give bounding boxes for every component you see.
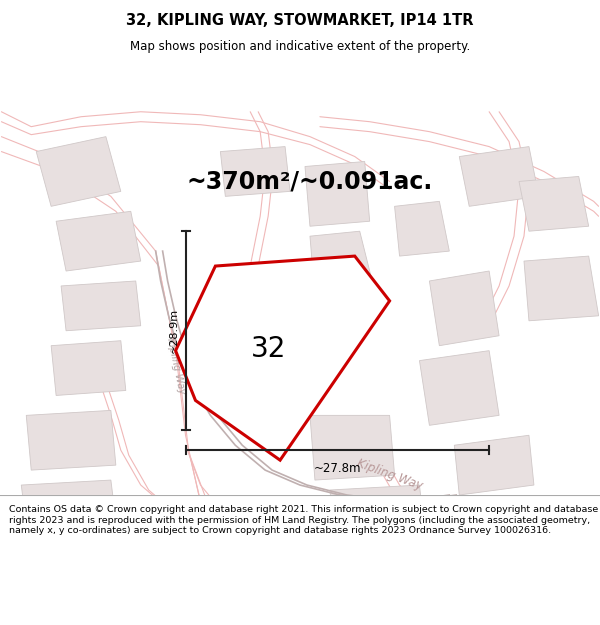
Text: Contains OS data © Crown copyright and database right 2021. This information is : Contains OS data © Crown copyright and d… bbox=[9, 506, 598, 535]
Polygon shape bbox=[220, 147, 290, 196]
Polygon shape bbox=[305, 161, 370, 226]
Text: 32, KIPLING WAY, STOWMARKET, IP14 1TR: 32, KIPLING WAY, STOWMARKET, IP14 1TR bbox=[126, 12, 474, 28]
Text: ~370m²/~0.091ac.: ~370m²/~0.091ac. bbox=[187, 169, 433, 193]
Polygon shape bbox=[21, 480, 116, 525]
Polygon shape bbox=[430, 271, 499, 346]
Text: Kipling Way: Kipling Way bbox=[165, 336, 187, 394]
Polygon shape bbox=[524, 256, 599, 321]
Polygon shape bbox=[454, 435, 534, 495]
Polygon shape bbox=[56, 211, 141, 271]
Polygon shape bbox=[176, 256, 389, 460]
Text: Kipling Way: Kipling Way bbox=[355, 457, 424, 493]
Polygon shape bbox=[459, 147, 539, 206]
Polygon shape bbox=[330, 485, 424, 535]
Text: 32: 32 bbox=[251, 335, 286, 363]
Polygon shape bbox=[310, 416, 395, 480]
Polygon shape bbox=[51, 341, 126, 396]
Polygon shape bbox=[395, 201, 449, 256]
Text: ~28.9m: ~28.9m bbox=[169, 308, 179, 353]
Polygon shape bbox=[26, 411, 116, 470]
Polygon shape bbox=[61, 281, 141, 331]
Text: ~27.8m: ~27.8m bbox=[314, 462, 361, 474]
Polygon shape bbox=[310, 231, 374, 296]
Text: Map shows position and indicative extent of the property.: Map shows position and indicative extent… bbox=[130, 40, 470, 53]
Polygon shape bbox=[36, 137, 121, 206]
Polygon shape bbox=[519, 176, 589, 231]
Polygon shape bbox=[419, 351, 499, 426]
